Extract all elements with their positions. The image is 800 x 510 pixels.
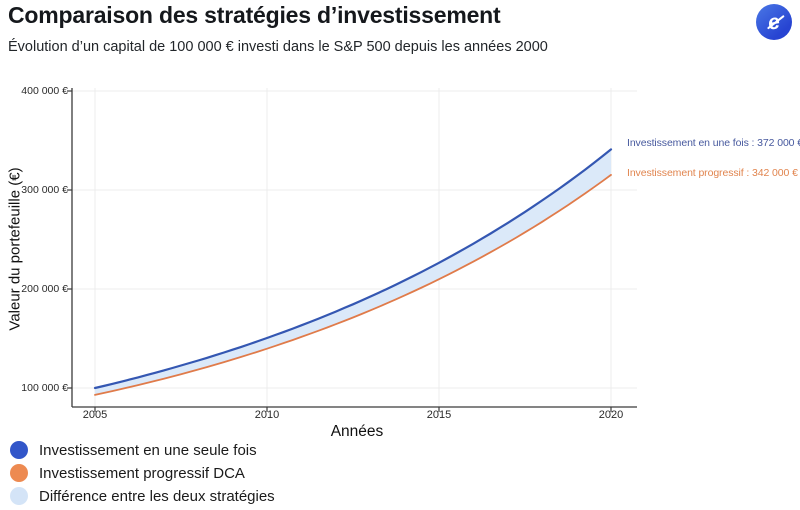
x-tick-label: 2015 (426, 409, 452, 421)
legend-swatch-lightblue (10, 487, 28, 505)
annotation-dca-final-value: Investissement progressif : 342 000 € (627, 167, 798, 179)
legend-label: Investissement en une seule fois (39, 441, 257, 459)
x-tick-label: 2020 (598, 409, 624, 421)
y-tick-label: 200 000 € (21, 282, 68, 295)
y-tick-label: 300 000 € (21, 183, 68, 196)
legend-label: Investissement progressif DCA (39, 464, 245, 482)
brand-logo: e (756, 4, 792, 40)
chart-legend: Investissement en une seule fois Investi… (10, 441, 275, 505)
legend-item-difference[interactable]: Différence entre les deux stratégies (10, 487, 275, 505)
difference-area (95, 149, 611, 395)
annotation-lump-sum-final-value: Investissement en une fois : 372 000 € (627, 137, 800, 149)
legend-swatch-blue (10, 441, 28, 459)
legend-label: Différence entre les deux stratégies (39, 487, 275, 505)
x-axis-title: Années (330, 423, 384, 440)
legend-item-lump-sum[interactable]: Investissement en une seule fois (10, 441, 275, 459)
x-tick-label: 2010 (254, 409, 280, 421)
x-tick-label: 2005 (82, 409, 108, 421)
legend-swatch-orange (10, 464, 28, 482)
page-title: Comparaison des stratégies d’investissem… (8, 2, 501, 28)
y-tick-label: 400 000 € (21, 84, 68, 97)
page-subtitle: Évolution d’un capital de 100 000 € inve… (8, 39, 548, 55)
series-line-lump-sum (93, 148, 613, 390)
legend-item-dca[interactable]: Investissement progressif DCA (10, 464, 275, 482)
series-line-dca (94, 174, 612, 396)
y-axis-title: Valeur du portefeuille (€) (6, 167, 24, 331)
y-tick-label: 100 000 € (21, 381, 68, 394)
